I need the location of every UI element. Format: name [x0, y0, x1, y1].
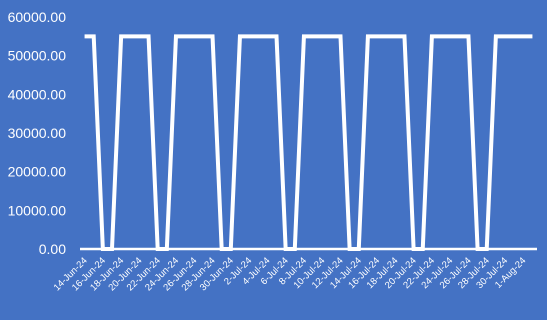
y-tick-label: 0.00: [39, 241, 66, 257]
y-tick-label: 50000.00: [8, 48, 67, 64]
y-tick-label: 10000.00: [8, 202, 67, 218]
y-tick-label: 30000.00: [8, 125, 67, 141]
y-tick-label: 60000.00: [8, 9, 67, 25]
y-tick-label: 20000.00: [8, 164, 67, 180]
series-line: [84, 34, 533, 251]
y-tick-label: 40000.00: [8, 86, 67, 102]
